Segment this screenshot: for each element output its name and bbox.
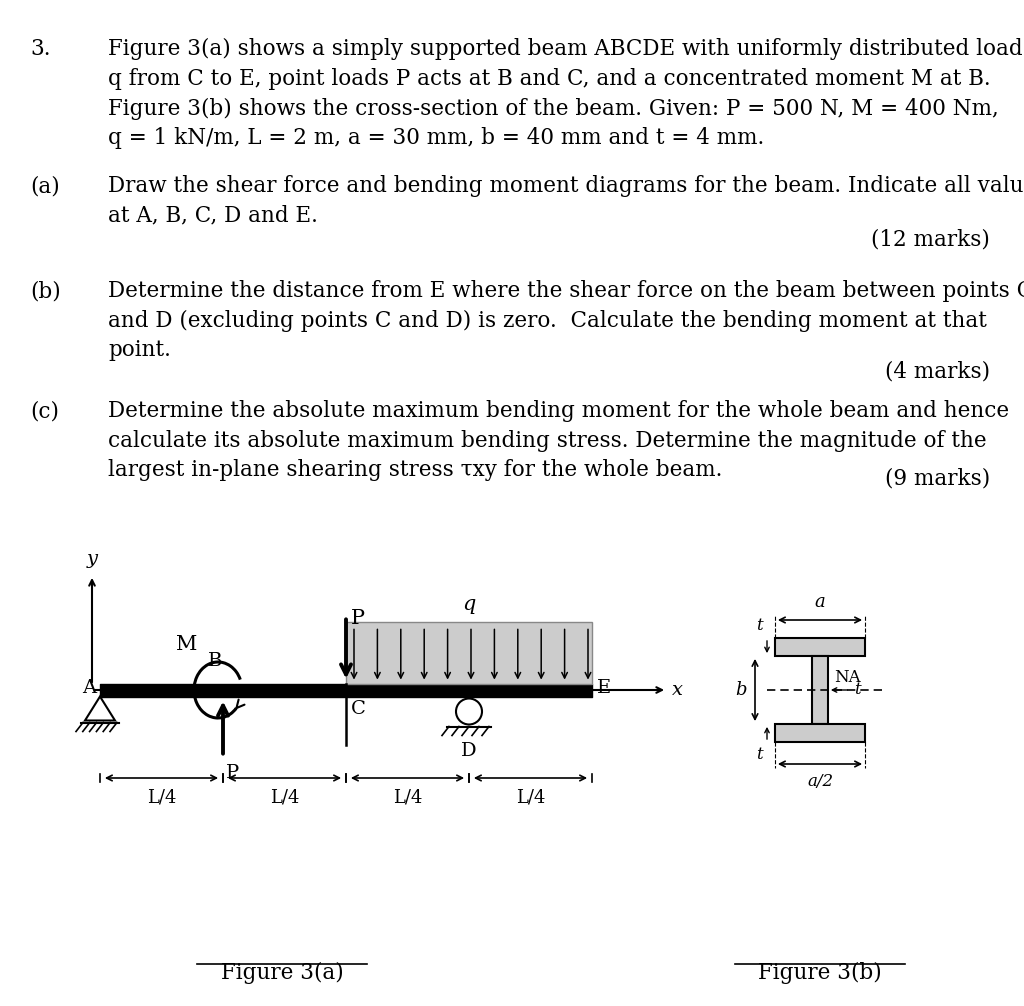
Text: Figure 3(a) shows a simply supported beam ABCDE with uniformly distributed load
: Figure 3(a) shows a simply supported bea…: [108, 38, 1023, 149]
Text: A: A: [82, 679, 96, 697]
Text: x: x: [672, 681, 683, 699]
Text: NA: NA: [834, 669, 860, 686]
Text: E: E: [597, 679, 611, 697]
Text: (a): (a): [30, 175, 59, 197]
Text: L/4: L/4: [393, 789, 422, 807]
Text: y: y: [86, 550, 97, 568]
Text: P: P: [351, 609, 365, 628]
Bar: [775, 724, 865, 742]
Bar: [346, 622, 592, 683]
Text: (12 marks): (12 marks): [871, 228, 990, 250]
Text: M: M: [176, 635, 198, 654]
Text: t: t: [757, 617, 763, 634]
Text: t: t: [757, 746, 763, 763]
Text: P: P: [226, 765, 240, 783]
Text: Figure 3(a): Figure 3(a): [220, 962, 343, 984]
Text: (c): (c): [30, 400, 59, 422]
Text: L/4: L/4: [146, 789, 176, 807]
Text: (b): (b): [30, 280, 60, 302]
Text: B: B: [208, 652, 222, 670]
Text: q: q: [462, 595, 476, 614]
Text: Draw the shear force and bending moment diagrams for the beam. Indicate all valu: Draw the shear force and bending moment …: [108, 175, 1024, 226]
Bar: [812, 656, 828, 724]
Text: L/4: L/4: [516, 789, 545, 807]
Text: 3.: 3.: [30, 38, 50, 60]
Text: b: b: [735, 681, 746, 699]
Text: (4 marks): (4 marks): [885, 360, 990, 382]
Bar: [775, 638, 865, 656]
Text: C: C: [351, 700, 366, 718]
Text: Determine the distance from E where the shear force on the beam between points C: Determine the distance from E where the …: [108, 280, 1024, 361]
Polygon shape: [85, 696, 115, 720]
Text: Figure 3(b): Figure 3(b): [758, 962, 882, 984]
Text: D: D: [461, 742, 477, 761]
Text: a/2: a/2: [807, 773, 834, 790]
Text: t: t: [854, 681, 860, 698]
Text: a: a: [815, 593, 825, 611]
Circle shape: [456, 698, 482, 724]
Text: Determine the absolute maximum bending moment for the whole beam and hence
calcu: Determine the absolute maximum bending m…: [108, 400, 1009, 481]
Text: (9 marks): (9 marks): [885, 467, 990, 489]
Text: L/4: L/4: [269, 789, 299, 807]
